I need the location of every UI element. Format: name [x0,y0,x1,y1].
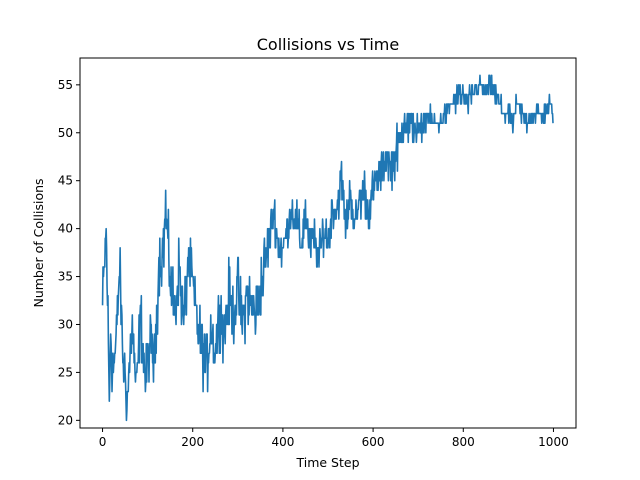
x-tick-label: 0 [99,435,107,449]
y-tick-label: 35 [58,270,73,284]
y-axis-label: Number of Collisions [31,178,46,307]
x-tick-label: 600 [362,435,385,449]
y-tick-label: 45 [58,174,73,188]
y-tick-label: 20 [58,413,73,427]
y-tick-label: 55 [58,78,73,92]
y-tick-label: 40 [58,222,73,236]
x-tick-label: 800 [452,435,475,449]
x-tick-label: 1000 [538,435,569,449]
x-tick-label: 400 [271,435,294,449]
y-tick-label: 30 [58,317,73,331]
x-tick-label: 200 [181,435,204,449]
y-tick-label: 50 [58,126,73,140]
chart-title: Collisions vs Time [257,35,399,54]
y-tick-label: 25 [58,365,73,379]
x-axis-label: Time Step [295,455,359,470]
